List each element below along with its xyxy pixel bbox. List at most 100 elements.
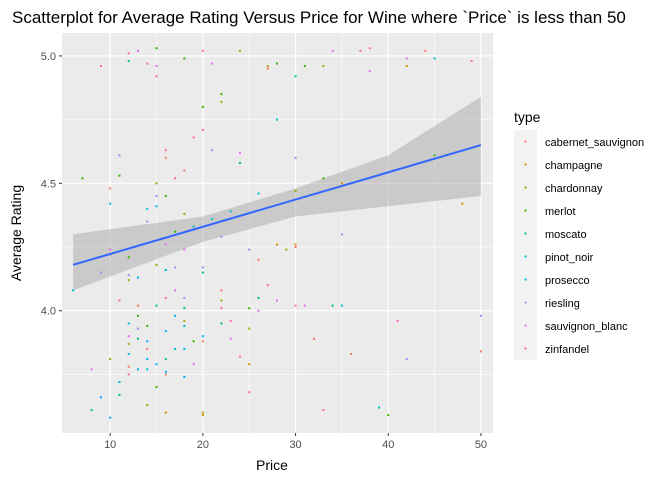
data-point-riesling xyxy=(183,296,186,299)
data-point-cabernet_sauvignon xyxy=(109,187,112,190)
legend-label-merlot: merlot xyxy=(545,206,576,218)
data-point-pinot_noir xyxy=(229,210,232,213)
data-point-merlot xyxy=(155,47,158,50)
legend-label-zinfandel: zinfandel xyxy=(545,344,589,356)
data-point-cabernet_sauvignon xyxy=(350,353,353,356)
major-gridlines xyxy=(62,33,493,433)
data-point-moscato xyxy=(118,393,121,396)
data-point-prosecco xyxy=(109,416,112,419)
confidence-band-area xyxy=(73,96,481,291)
data-point-zinfandel xyxy=(359,49,362,52)
data-point-prosecco xyxy=(127,353,130,356)
data-point-pinot_noir xyxy=(183,324,186,327)
data-point-cabernet_sauvignon xyxy=(164,156,167,159)
data-point-zinfandel xyxy=(127,52,130,55)
data-point-riesling xyxy=(118,154,121,157)
data-point-riesling xyxy=(201,266,204,269)
data-point-merlot xyxy=(81,177,84,180)
data-point-zinfandel xyxy=(99,65,102,68)
data-point-zinfandel xyxy=(127,373,130,376)
data-point-champagne xyxy=(340,182,343,185)
data-point-cabernet_sauvignon xyxy=(479,350,482,353)
data-point-moscato xyxy=(220,322,223,325)
data-point-prosecco xyxy=(164,330,167,333)
y-tick-label: 4.5 xyxy=(41,178,56,190)
data-point-chardonnay xyxy=(248,327,251,330)
data-point-zinfandel xyxy=(201,128,204,131)
legend-key-pinot_noir xyxy=(524,255,527,258)
legend-label-pinot_noir: pinot_noir xyxy=(545,252,594,264)
chart-title: Scatterplot for Average Rating Versus Pr… xyxy=(12,8,626,27)
x-tick-label: 50 xyxy=(475,439,487,451)
data-point-merlot xyxy=(146,324,149,327)
data-point-pinot_noir xyxy=(127,322,130,325)
data-point-sauvignon_blanc xyxy=(211,62,214,65)
data-point-cabernet_sauvignon xyxy=(220,289,223,292)
data-points xyxy=(72,47,482,419)
data-point-merlot xyxy=(433,154,436,157)
data-point-merlot xyxy=(174,230,177,233)
data-point-zinfandel xyxy=(146,62,149,65)
data-point-cabernet_sauvignon xyxy=(127,365,130,368)
data-point-sauvignon_blanc xyxy=(174,289,177,292)
data-point-cabernet_sauvignon xyxy=(164,373,167,376)
data-point-pinot_noir xyxy=(257,192,260,195)
data-point-pinot_noir xyxy=(109,202,112,205)
data-point-sauvignon_blanc xyxy=(109,248,112,251)
data-point-prosecco xyxy=(155,363,158,366)
data-point-moscato xyxy=(201,271,204,274)
data-point-zinfandel xyxy=(164,296,167,299)
data-point-merlot xyxy=(164,195,167,198)
data-point-prosecco xyxy=(201,335,204,338)
data-point-cabernet_sauvignon xyxy=(368,47,371,50)
data-point-sauvignon_blanc xyxy=(229,337,232,340)
data-point-prosecco xyxy=(183,375,186,378)
data-point-moscato xyxy=(137,337,140,340)
legend-key-prosecco xyxy=(524,278,527,281)
y-tick-label: 4.0 xyxy=(41,306,56,318)
data-point-chardonnay xyxy=(155,263,158,266)
data-point-moscato xyxy=(257,296,260,299)
minor-gridlines xyxy=(62,33,493,433)
x-tick-label: 30 xyxy=(289,439,301,451)
data-point-zinfandel xyxy=(470,60,473,63)
data-point-riesling xyxy=(479,314,482,317)
data-point-cabernet_sauvignon xyxy=(146,347,149,350)
data-point-riesling xyxy=(340,233,343,236)
x-axis-ticks: 10 20 30 40 50 xyxy=(104,433,487,451)
data-point-chardonnay xyxy=(266,65,269,68)
data-point-chardonnay xyxy=(322,65,325,68)
data-point-sauvignon_blanc xyxy=(192,363,195,366)
data-point-prosecco xyxy=(164,370,167,373)
legend-key-moscato xyxy=(524,232,527,235)
legend-label-chardonnay: chardonnay xyxy=(545,183,603,195)
data-point-moscato xyxy=(238,161,241,164)
trend-line xyxy=(72,144,482,266)
data-point-merlot xyxy=(155,386,158,389)
data-point-cabernet_sauvignon xyxy=(137,304,140,307)
data-point-pinot_noir xyxy=(340,304,343,307)
data-point-cabernet_sauvignon xyxy=(313,337,316,340)
data-point-pinot_noir xyxy=(72,289,75,292)
data-point-sauvignon_blanc xyxy=(183,248,186,251)
data-point-merlot xyxy=(118,174,121,177)
data-point-sauvignon_blanc xyxy=(90,368,93,371)
data-point-cabernet_sauvignon xyxy=(294,246,297,249)
data-point-merlot xyxy=(183,57,186,60)
data-point-chardonnay xyxy=(146,403,149,406)
data-point-moscato xyxy=(155,304,158,307)
legend-key-cabernet_sauvignon xyxy=(524,140,527,143)
legend-label-riesling: riesling xyxy=(545,298,580,310)
data-point-zinfandel xyxy=(220,307,223,310)
legend-label-cabernet_sauvignon: cabernet_sauvignon xyxy=(545,137,644,149)
data-point-merlot xyxy=(276,62,279,65)
data-point-riesling xyxy=(127,274,130,277)
data-point-zinfandel xyxy=(164,149,167,152)
data-point-chardonnay xyxy=(220,299,223,302)
legend-title: type xyxy=(514,109,541,125)
data-point-pinot_noir xyxy=(192,225,195,228)
data-point-champagne xyxy=(294,243,297,246)
data-point-merlot xyxy=(127,256,130,259)
data-point-sauvignon_blanc xyxy=(276,299,279,302)
